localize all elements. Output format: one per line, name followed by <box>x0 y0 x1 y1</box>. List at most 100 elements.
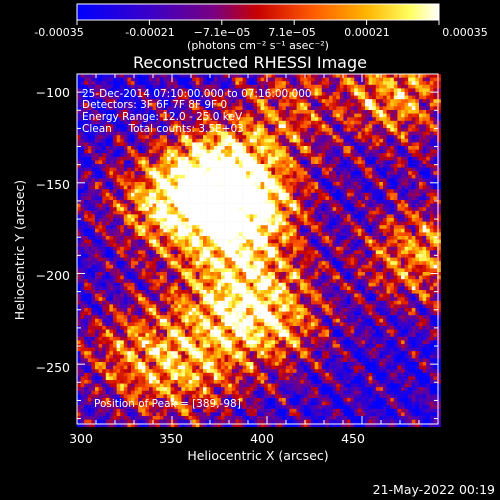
heatmap-cell <box>210 232 214 236</box>
heatmap-cell <box>304 135 308 139</box>
heatmap-cell <box>426 207 430 211</box>
heatmap-cell <box>178 178 182 182</box>
heatmap-cell <box>84 146 88 150</box>
heatmap-cell <box>430 200 434 204</box>
heatmap-cell <box>390 99 394 103</box>
heatmap-cell <box>178 186 182 190</box>
heatmap-cell <box>333 81 337 85</box>
heatmap-cell <box>307 222 311 226</box>
heatmap-cell <box>419 200 423 204</box>
heatmap-cell <box>149 240 153 244</box>
heatmap-cell <box>120 207 124 211</box>
heatmap-cell <box>401 146 405 150</box>
heatmap-cell <box>329 189 333 193</box>
heatmap-cell <box>394 157 398 161</box>
heatmap-cell <box>340 135 344 139</box>
heatmap-cell <box>293 106 297 110</box>
heatmap-cell <box>347 175 351 179</box>
heatmap-cell <box>343 92 347 96</box>
heatmap-cell <box>304 74 308 78</box>
heatmap-cell <box>282 117 286 121</box>
heatmap-cell <box>221 222 225 226</box>
heatmap-cell <box>142 250 146 254</box>
heatmap-cell <box>297 146 301 150</box>
heatmap-cell <box>192 142 196 146</box>
heatmap-cell <box>261 132 265 136</box>
heatmap-cell <box>149 146 153 150</box>
heatmap-cell <box>394 200 398 204</box>
heatmap-cell <box>379 214 383 218</box>
heatmap-cell <box>361 211 365 215</box>
heatmap-cell <box>199 207 203 211</box>
heatmap-cell <box>99 200 103 204</box>
heatmap-cell <box>415 229 419 233</box>
heatmap-cell <box>113 222 117 226</box>
heatmap-cell <box>307 78 311 82</box>
heatmap-cell <box>336 175 340 179</box>
heatmap-cell <box>405 150 409 154</box>
heatmap-cell <box>171 229 175 233</box>
heatmap-cell <box>423 139 427 143</box>
heatmap-cell <box>394 128 398 132</box>
heatmap-cell <box>153 81 157 85</box>
heatmap-cell <box>228 200 232 204</box>
heatmap-cell <box>185 186 189 190</box>
heatmap-cell <box>325 106 329 110</box>
heatmap-cell <box>387 110 391 114</box>
heatmap-cell <box>271 168 275 172</box>
heatmap-cell <box>297 240 301 244</box>
heatmap-cell <box>433 157 437 161</box>
heatmap-cell <box>174 232 178 236</box>
heatmap-cell <box>250 81 254 85</box>
heatmap-cell <box>289 128 293 132</box>
heatmap-cell <box>88 146 92 150</box>
heatmap-cell <box>81 204 85 208</box>
heatmap-cell <box>163 232 167 236</box>
heatmap-cell <box>127 222 131 226</box>
heatmap-cell <box>387 103 391 107</box>
heatmap-cell <box>365 196 369 200</box>
heatmap-cell <box>361 110 365 114</box>
heatmap-cell <box>322 99 326 103</box>
heatmap-cell <box>322 128 326 132</box>
heatmap-cell <box>235 229 239 233</box>
heatmap-cell <box>120 243 124 247</box>
heatmap-cell <box>185 204 189 208</box>
heatmap-cell <box>379 106 383 110</box>
heatmap-cell <box>408 196 412 200</box>
heatmap-cell <box>214 150 218 154</box>
heatmap-cell <box>178 232 182 236</box>
heatmap-cell <box>387 207 391 211</box>
heatmap-cell <box>340 189 344 193</box>
heatmap-cell <box>131 171 135 175</box>
heatmap-cell <box>117 168 121 172</box>
heatmap-cell <box>232 196 236 200</box>
heatmap-cell <box>271 214 275 218</box>
heatmap-cell <box>199 218 203 222</box>
heatmap-cell <box>239 222 243 226</box>
heatmap-cell <box>228 204 232 208</box>
heatmap-cell <box>408 182 412 186</box>
heatmap-cell <box>286 182 290 186</box>
heatmap-cell <box>192 200 196 204</box>
heatmap-cell <box>91 196 95 200</box>
heatmap-cell <box>257 186 261 190</box>
heatmap-cell <box>336 124 340 128</box>
heatmap-cell <box>221 168 225 172</box>
heatmap-cell <box>109 78 113 82</box>
heatmap-cell <box>401 88 405 92</box>
heatmap-cell <box>379 200 383 204</box>
heatmap-cell <box>189 186 193 190</box>
heatmap-cell <box>196 186 200 190</box>
heatmap-cell <box>156 218 160 222</box>
heatmap-cell <box>387 225 391 229</box>
heatmap-cell <box>271 218 275 222</box>
heatmap-cell <box>369 186 373 190</box>
heatmap-cell <box>185 175 189 179</box>
heatmap-cell <box>354 88 358 92</box>
heatmap-cell <box>358 175 362 179</box>
heatmap-cell <box>271 193 275 197</box>
heatmap-cell <box>329 182 333 186</box>
heatmap-cell <box>239 225 243 229</box>
heatmap-cell <box>261 74 265 78</box>
